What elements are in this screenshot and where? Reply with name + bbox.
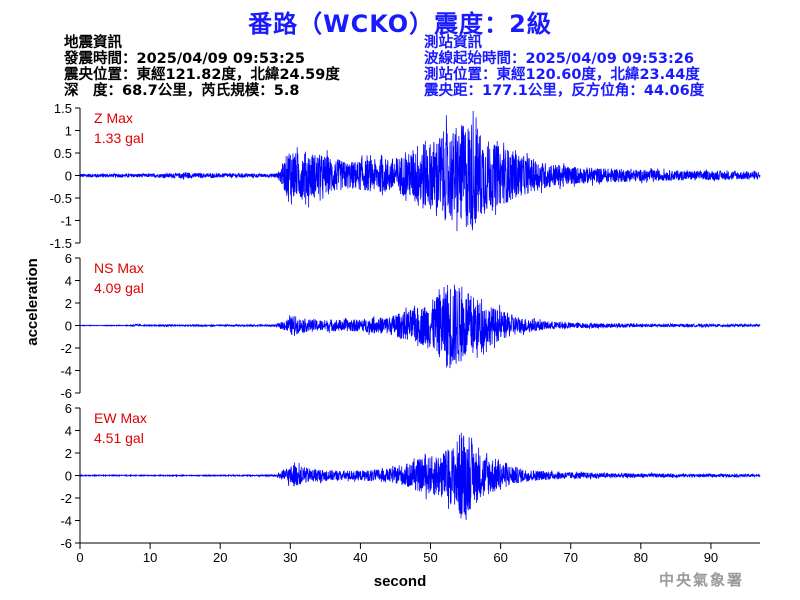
panel-ew: 6 4 2 0 -2 -4 -6 EW Max 4.51 gal <box>60 401 761 551</box>
station-location: 測站位置：東經120.60度，北緯23.44度 <box>424 67 700 83</box>
y-tick-label-z: -0.5 <box>50 191 72 206</box>
y-tick-label-ns: -4 <box>60 364 72 379</box>
page-title: 番路（WCKO）震度：2級 <box>248 10 552 38</box>
y-tick-label-ns: 6 <box>65 251 72 266</box>
y-tick-label-ew: -2 <box>60 491 72 506</box>
y-tick-label-z: 0 <box>65 169 72 184</box>
station-info: 測站資訊 波線起始時間：2025/04/09 09:53:26 測站位置：東經1… <box>424 35 704 99</box>
y-tick-label-z: 0.5 <box>54 146 72 161</box>
earthquake-info-heading: 地震資訊 <box>64 35 122 51</box>
depth-magnitude: 深 度：68.7公里，芮氏規模：5.8 <box>64 83 300 99</box>
x-tick-label: 80 <box>634 550 648 565</box>
y-tick-label-ns: -6 <box>60 386 72 401</box>
epicenter-location: 震央位置：東經121.82度，北緯24.59度 <box>64 67 340 83</box>
earthquake-info: 地震資訊 發震時間：2025/04/09 09:53:25 震央位置：東經121… <box>64 35 340 99</box>
panel-ns: 6 4 2 0 -2 -4 -6 NS Max 4.09 gal <box>60 251 761 401</box>
agency-watermark: 中央氣象署 <box>658 571 744 589</box>
max-value-ns: 4.09 gal <box>94 280 144 296</box>
y-tick-label-z: -1 <box>60 214 72 229</box>
origin-time: 發震時間：2025/04/09 09:53:25 <box>64 51 305 67</box>
y-tick-label-ew: -6 <box>60 536 72 551</box>
panel-z: 1.5 1 0.5 0 -0.5 -1 -1.5 Z Max 1.33 gal <box>50 101 761 251</box>
x-tick-label: 30 <box>283 550 297 565</box>
max-label-z: Z Max <box>94 110 133 126</box>
x-tick-label: 50 <box>423 550 437 565</box>
y-tick-label-ew: 0 <box>65 469 72 484</box>
x-tick-label: 90 <box>704 550 718 565</box>
y-tick-label-z: -1.5 <box>50 236 72 251</box>
max-label-ns: NS Max <box>94 260 144 276</box>
max-value-z: 1.33 gal <box>94 130 144 146</box>
y-tick-label-ns: -2 <box>60 341 72 356</box>
trace-z <box>79 110 761 232</box>
epicentral-distance: 震央距：177.1公里，反方位角：44.06度 <box>424 83 705 99</box>
y-tick-label-ew: -4 <box>60 514 72 529</box>
x-axis-title: second <box>374 573 427 590</box>
x-tick-label: 0 <box>76 550 83 565</box>
x-tick-label: 20 <box>213 550 227 565</box>
y-tick-label-ns: 2 <box>65 296 72 311</box>
x-tick-label: 40 <box>353 550 367 565</box>
max-label-ew: EW Max <box>94 410 147 426</box>
y-tick-label-ns: 0 <box>65 319 72 334</box>
y-axis-title: acceleration <box>24 258 41 346</box>
station-info-heading: 測站資訊 <box>424 35 482 51</box>
trace-ns <box>79 284 761 369</box>
max-value-ew: 4.51 gal <box>94 430 144 446</box>
x-tick-label: 10 <box>143 550 157 565</box>
y-tick-label-ew: 4 <box>65 424 72 439</box>
y-tick-label-ns: 4 <box>65 274 72 289</box>
y-tick-label-z: 1 <box>65 124 72 139</box>
waveform-start-time: 波線起始時間：2025/04/09 09:53:26 <box>424 51 694 67</box>
y-tick-label-z: 1.5 <box>54 101 72 116</box>
y-tick-label-ew: 2 <box>65 446 72 461</box>
trace-ew <box>79 432 761 520</box>
x-tick-label: 70 <box>563 550 577 565</box>
x-tick-label: 60 <box>493 550 507 565</box>
y-tick-label-ew: 6 <box>65 401 72 416</box>
